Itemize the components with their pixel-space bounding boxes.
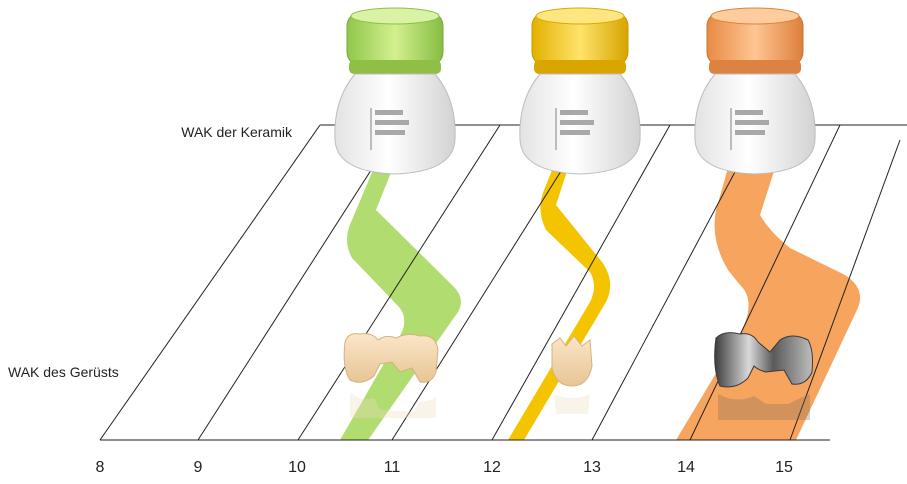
- ceramic-cte-label: WAK der Keramik: [181, 124, 293, 140]
- single-crown-icon: [551, 335, 593, 414]
- yellow-ribbon: [508, 168, 611, 440]
- tick-label: 8: [96, 459, 105, 476]
- tick-label: 9: [194, 459, 203, 476]
- yellow-ceramic-bottle: [519, 7, 641, 175]
- metal-bridge-icon: [714, 332, 813, 420]
- scale-lines: [99, 124, 901, 441]
- tick-label: 10: [288, 459, 306, 476]
- ceramic-bridge-icon: [343, 333, 439, 418]
- tick-label: 12: [483, 459, 501, 476]
- tick-label: 13: [583, 459, 601, 476]
- green-ribbon: [340, 170, 461, 440]
- tick-label: 14: [677, 459, 695, 476]
- framework-cte-label: WAK des Gerüsts: [8, 364, 119, 380]
- green-ceramic-bottle: [334, 7, 456, 175]
- orange-ribbon: [676, 168, 861, 440]
- tick-label: 15: [775, 459, 793, 476]
- axis-ticks: 8 9 10 11 12 13 14 15: [96, 459, 793, 476]
- orange-ceramic-bottle: [694, 7, 816, 175]
- tick-label: 11: [384, 459, 401, 476]
